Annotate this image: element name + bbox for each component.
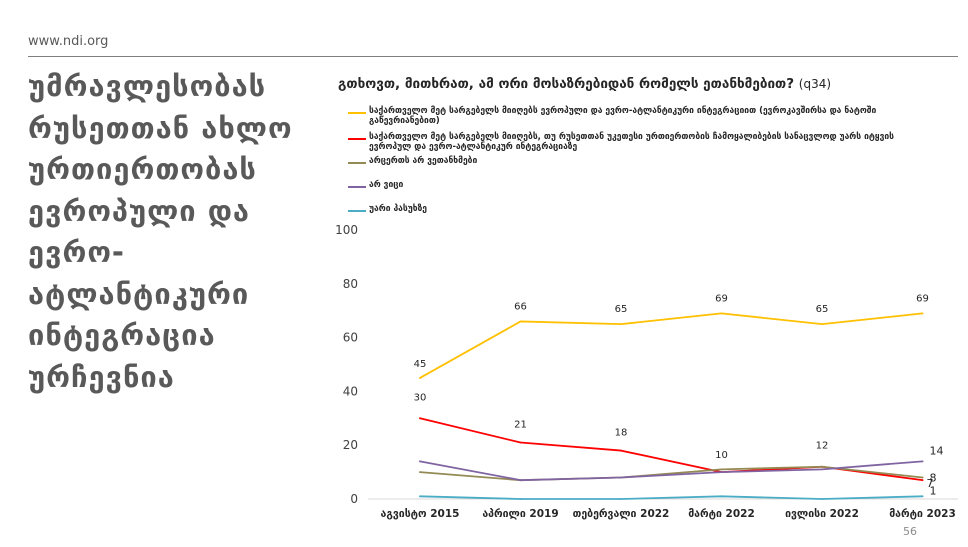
series-line-1 bbox=[419, 312, 924, 379]
x-tick-label: მარტი 2023 bbox=[889, 508, 956, 520]
data-point bbox=[921, 460, 924, 463]
data-point bbox=[921, 312, 924, 315]
data-label: 65 bbox=[615, 304, 628, 315]
page-number: 56 bbox=[903, 525, 917, 538]
data-point bbox=[519, 441, 522, 444]
site-url: www.ndi.org bbox=[28, 34, 109, 49]
x-tick-label: აპრილი 2019 bbox=[482, 508, 558, 520]
data-point bbox=[720, 312, 723, 315]
question-text: გთხოვთ, მითხრათ, ამ ორი მოსაზრებიდან რომ… bbox=[338, 76, 795, 92]
data-point bbox=[720, 495, 723, 498]
legend-label: საქართველო მეტ სარგებელს მიიღებს ევროპულ… bbox=[369, 106, 877, 126]
data-label: 10 bbox=[715, 450, 728, 461]
series-line-3 bbox=[419, 465, 924, 482]
legend-label: უარი პასუხზე bbox=[369, 204, 427, 214]
data-point bbox=[821, 465, 823, 468]
data-point bbox=[620, 476, 622, 479]
y-tick-label: 40 bbox=[343, 384, 358, 398]
y-tick-label: 0 bbox=[350, 492, 358, 506]
data-point bbox=[620, 323, 622, 326]
legend-swatch bbox=[348, 186, 366, 188]
data-point bbox=[821, 468, 823, 471]
x-tick-label: თებერვალი 2022 bbox=[573, 508, 670, 520]
legend-swatch bbox=[348, 138, 366, 140]
data-label: 65 bbox=[816, 304, 829, 315]
legend-item-3: არცერთს არ ვეთანხმები bbox=[348, 156, 929, 166]
series-line-5 bbox=[419, 495, 924, 500]
data-label: 18 bbox=[615, 428, 628, 439]
series-line-2 bbox=[419, 417, 924, 482]
header-divider bbox=[28, 56, 958, 57]
x-tick-label: ივლისი 2022 bbox=[785, 508, 859, 520]
data-point bbox=[821, 498, 823, 500]
y-tick-label: 60 bbox=[343, 331, 358, 345]
data-point bbox=[620, 449, 622, 452]
data-point bbox=[419, 460, 421, 463]
data-point bbox=[720, 468, 723, 471]
legend-item-1: საქართველო მეტ სარგებელს მიიღებს ევროპულ… bbox=[348, 106, 929, 126]
data-label: 21 bbox=[514, 420, 527, 431]
data-point bbox=[519, 479, 522, 482]
data-label: 69 bbox=[916, 293, 929, 304]
data-point bbox=[419, 471, 421, 473]
legend-swatch bbox=[348, 162, 366, 164]
legend-item-5: უარი პასუხზე bbox=[348, 204, 929, 214]
data-label: 69 bbox=[715, 293, 728, 304]
data-point bbox=[720, 471, 723, 473]
data-label: 14 bbox=[930, 444, 944, 457]
data-label: 1 bbox=[930, 484, 937, 497]
data-point bbox=[821, 323, 823, 326]
legend-label: არცერთს არ ვეთანხმები bbox=[369, 156, 478, 166]
data-point bbox=[419, 495, 421, 498]
data-label: 30 bbox=[414, 392, 427, 403]
legend-label: საქართველო მეტ სარგებელს მიიღებს, თუ რუს… bbox=[369, 132, 895, 152]
data-point bbox=[519, 498, 522, 500]
data-point bbox=[620, 498, 622, 500]
chart-question: გთხოვთ, მითხრათ, ამ ორი მოსაზრებიდან რომ… bbox=[338, 76, 963, 92]
x-tick-label: მარტი 2022 bbox=[688, 508, 755, 520]
question-code: (q34) bbox=[798, 77, 832, 91]
data-point bbox=[419, 377, 421, 379]
data-point bbox=[921, 479, 924, 482]
legend-swatch bbox=[348, 210, 366, 212]
legend-item-2: საქართველო მეტ სარგებელს მიიღებს, თუ რუს… bbox=[348, 132, 929, 152]
legend-label: არ ვიცი bbox=[369, 180, 404, 190]
x-tick-label: აგვისტო 2015 bbox=[381, 508, 460, 520]
legend-swatch bbox=[348, 112, 366, 114]
data-label: 7 bbox=[927, 477, 934, 490]
y-tick-label: 100 bbox=[335, 223, 358, 237]
data-label: 66 bbox=[514, 301, 527, 312]
data-point bbox=[519, 320, 522, 323]
slide-title: უმრავლესობას რუსეთთან ახლო ურთიერთობას ე… bbox=[28, 69, 293, 394]
data-label: 8 bbox=[930, 471, 937, 484]
data-point bbox=[921, 476, 924, 479]
y-tick-label: 20 bbox=[343, 438, 358, 452]
data-label: 45 bbox=[414, 359, 427, 370]
legend-item-4: არ ვიცი bbox=[348, 180, 929, 190]
series-line-4 bbox=[419, 460, 924, 482]
data-point bbox=[921, 495, 924, 498]
data-label: 12 bbox=[816, 441, 829, 452]
data-point bbox=[419, 417, 421, 420]
y-tick-label: 80 bbox=[343, 277, 358, 291]
